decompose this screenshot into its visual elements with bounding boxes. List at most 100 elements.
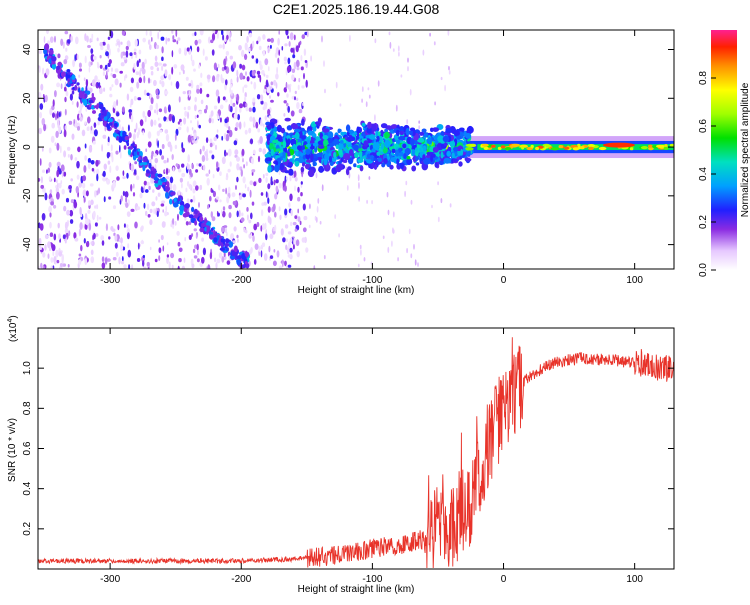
band-dot	[294, 160, 300, 167]
noise-dot	[111, 228, 116, 232]
noise-dot	[409, 88, 412, 96]
noise-dot	[265, 233, 268, 241]
noise-dot	[434, 101, 436, 106]
noise-dot	[136, 81, 140, 89]
noise-dot	[90, 199, 94, 206]
noise-dot	[237, 114, 241, 121]
noise-dot	[267, 215, 271, 223]
noise-dot	[395, 104, 398, 112]
noise-dot	[201, 155, 206, 162]
noise-dot	[178, 126, 182, 131]
x-tick-label: -200	[231, 574, 251, 585]
noise-dot	[102, 134, 107, 139]
band-dot	[443, 157, 451, 164]
band-dot	[315, 152, 323, 158]
noise-dot	[107, 68, 110, 73]
noise-dot	[262, 123, 265, 128]
noise-dot	[191, 137, 194, 141]
noise-dot	[222, 210, 226, 218]
band-dot	[282, 140, 287, 149]
noise-dot	[194, 104, 197, 112]
band-dot	[287, 138, 291, 146]
noise-dot	[78, 62, 82, 68]
noise-dot	[225, 227, 227, 234]
band-dot	[300, 166, 305, 173]
noise-dot	[168, 74, 172, 81]
track-dot	[193, 208, 198, 215]
noise-dot	[361, 98, 363, 103]
band-dot	[373, 164, 378, 170]
snr-panel: -300 -200 -100 0 100 0.2 0.4 0.6 0.8 1.0 Height …	[7, 315, 675, 595]
noise-dot	[106, 178, 111, 185]
noise-dot	[119, 151, 122, 159]
noise-dot	[297, 208, 300, 214]
noise-dot	[49, 247, 51, 252]
noise-dot	[78, 228, 81, 237]
noise-dot	[323, 60, 325, 67]
noise-dot	[118, 256, 121, 265]
colorbar-label: Normalized spectral amplitude	[740, 82, 750, 217]
band-dot	[343, 153, 351, 161]
noise-dot	[261, 223, 266, 231]
noise-dot	[192, 248, 196, 254]
noise-dot	[132, 192, 136, 197]
noise-dot	[120, 62, 125, 67]
noise-dot	[216, 129, 219, 133]
noise-dot	[63, 171, 67, 177]
noise-dot	[186, 162, 189, 170]
noise-dot	[111, 84, 114, 88]
noise-dot	[243, 84, 248, 88]
noise-dot	[102, 71, 105, 76]
noise-dot	[199, 184, 203, 191]
noise-dot	[199, 87, 203, 94]
noise-dot	[58, 233, 61, 240]
noise-dot	[247, 186, 250, 192]
band-dot	[458, 161, 463, 167]
track-dot	[236, 255, 242, 260]
noise-dot	[334, 214, 337, 220]
noise-dot	[316, 206, 319, 213]
noise-dot	[162, 209, 164, 213]
track-dot	[173, 202, 178, 208]
noise-dot	[196, 250, 200, 256]
noise-dot	[141, 239, 144, 244]
noise-dot	[155, 44, 160, 50]
noise-dot	[188, 90, 191, 98]
noise-dot	[64, 108, 67, 116]
noise-dot	[136, 131, 139, 139]
noise-dot	[85, 241, 90, 248]
x-tick-label: 0	[501, 275, 507, 286]
noise-dot	[222, 188, 225, 192]
noise-dot	[85, 108, 88, 112]
noise-dot	[95, 168, 100, 176]
noise-dot	[253, 223, 258, 231]
noise-dot	[190, 199, 193, 203]
band-dot	[373, 142, 380, 150]
noise-dot	[87, 162, 91, 170]
noise-dot	[181, 172, 186, 178]
noise-dot	[40, 262, 43, 269]
track-dot	[108, 122, 113, 126]
band-dot	[415, 156, 419, 161]
noise-dot	[130, 98, 134, 106]
noise-dot	[256, 94, 261, 100]
noise-dot	[269, 255, 274, 259]
noise-dot	[164, 90, 169, 95]
noise-dot	[115, 251, 119, 257]
noise-dot	[303, 215, 308, 221]
noise-dot	[226, 232, 228, 237]
noise-dot	[175, 163, 179, 167]
noise-dot	[183, 257, 186, 264]
track-dot	[106, 123, 109, 129]
band-dot	[384, 131, 390, 139]
noise-dot	[251, 70, 256, 77]
noise-dot	[52, 112, 55, 118]
noise-dot	[110, 152, 114, 158]
noise-dot	[85, 79, 89, 87]
noise-dot	[142, 130, 144, 136]
carrier-spot	[497, 146, 502, 150]
noise-dot	[121, 106, 125, 113]
noise-dot	[437, 181, 439, 186]
noise-dot	[107, 136, 110, 144]
noise-dot	[233, 112, 238, 120]
